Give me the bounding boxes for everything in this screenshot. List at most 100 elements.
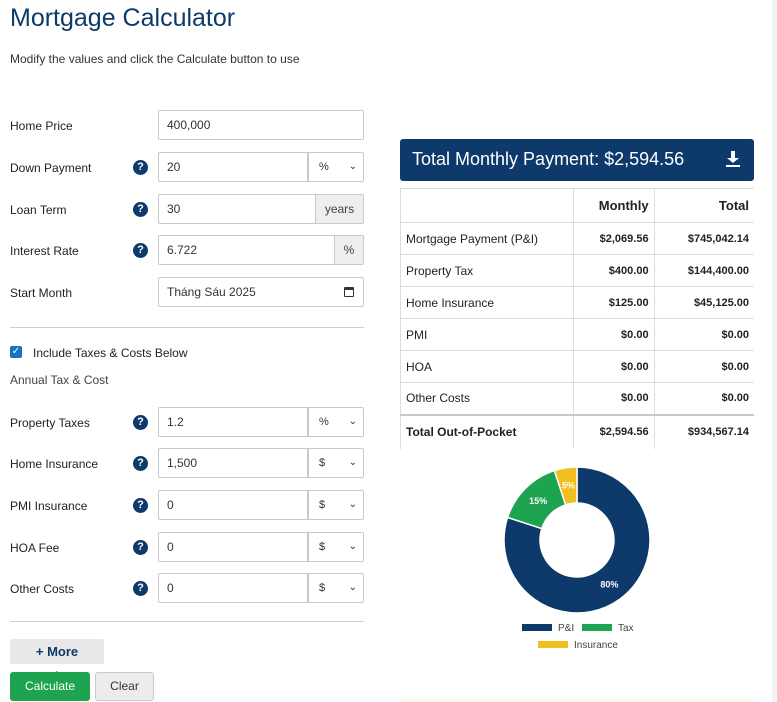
pmi-insurance-row: PMI Insurance ? 0 $ ⌄ xyxy=(10,490,364,522)
down-payment-unit-select[interactable]: % ⌄ xyxy=(308,152,364,182)
row-total: $0.00 xyxy=(654,350,754,383)
home-price-input[interactable]: 400,000 xyxy=(158,110,364,140)
help-icon[interactable]: ? xyxy=(133,202,148,217)
total-monthly-payment-text: Total Monthly Payment: $2,594.56 xyxy=(412,149,685,169)
chevron-down-icon: ⌄ xyxy=(348,416,357,427)
row-name: HOA xyxy=(400,350,574,383)
pmi-insurance-label: PMI Insurance xyxy=(10,499,88,513)
hoa-fee-unit-select[interactable]: $ ⌄ xyxy=(308,532,364,562)
row-name: Property Tax xyxy=(400,254,574,287)
property-taxes-row: Property Taxes ? 1.2 % ⌄ xyxy=(10,407,364,439)
interest-rate-input[interactable]: 6.722 xyxy=(158,235,335,265)
help-icon[interactable]: ? xyxy=(133,456,148,471)
hoa-fee-label: HOA Fee xyxy=(10,541,60,555)
table-header-row: Monthly Total xyxy=(400,188,754,223)
home-insurance-unit-value: $ xyxy=(319,457,326,469)
down-payment-row: Down Payment ? 20 % ⌄ xyxy=(10,152,364,184)
row-monthly: $0.00 xyxy=(573,318,655,351)
property-taxes-unit-select[interactable]: % ⌄ xyxy=(308,407,364,437)
chevron-down-icon: ⌄ xyxy=(348,499,357,510)
divider xyxy=(10,327,364,328)
other-costs-unit-value: $ xyxy=(319,582,326,594)
home-insurance-unit-select[interactable]: $ ⌄ xyxy=(308,448,364,478)
other-costs-label: Other Costs xyxy=(10,582,75,596)
hoa-fee-input[interactable]: 0 xyxy=(158,532,308,562)
down-payment-unit-value: % xyxy=(319,161,329,173)
results-footer-strip xyxy=(400,699,754,702)
help-icon[interactable]: ? xyxy=(133,540,148,555)
table-row: Other Costs $0.00 $0.00 xyxy=(400,382,754,415)
help-icon[interactable]: ? xyxy=(133,415,148,430)
table-header-total: Total xyxy=(654,188,754,223)
down-payment-label: Down Payment xyxy=(10,161,92,175)
loan-term-label: Loan Term xyxy=(10,203,67,217)
more-options-button[interactable]: + More Options xyxy=(10,639,104,684)
hoa-fee-row: HOA Fee ? 0 $ ⌄ xyxy=(10,532,364,564)
table-header-monthly: Monthly xyxy=(573,188,655,223)
row-monthly: $0.00 xyxy=(573,350,655,383)
legend-label: Tax xyxy=(618,623,634,634)
help-icon[interactable]: ? xyxy=(133,160,148,175)
chevron-down-icon: ⌄ xyxy=(348,161,357,172)
total-row-monthly: $2,594.56 xyxy=(573,413,655,449)
divider xyxy=(10,621,364,622)
page-title: Mortgage Calculator xyxy=(10,4,236,32)
legend-swatch xyxy=(582,624,612,631)
legend-swatch xyxy=(538,641,568,648)
legend-swatch xyxy=(522,624,552,631)
row-name: Home Insurance xyxy=(400,286,574,319)
other-costs-unit-select[interactable]: $ ⌄ xyxy=(308,573,364,603)
interest-rate-row: Interest Rate ? 6.722 % xyxy=(10,235,364,267)
total-row-total: $934,567.14 xyxy=(654,413,754,449)
start-month-value: Tháng Sáu 2025 xyxy=(167,285,256,299)
slice-label: 15% xyxy=(529,496,547,506)
table-row: Home Insurance $125.00 $45,125.00 xyxy=(400,286,754,319)
table-header-blank xyxy=(400,188,574,223)
row-name: Mortgage Payment (P&I) xyxy=(400,222,574,255)
home-price-row: Home Price 400,000 xyxy=(10,110,364,142)
other-costs-input[interactable]: 0 xyxy=(158,573,308,603)
page-subtitle: Modify the values and click the Calculat… xyxy=(10,52,300,66)
calendar-icon[interactable] xyxy=(344,287,354,297)
interest-rate-label: Interest Rate xyxy=(10,244,79,258)
help-icon[interactable]: ? xyxy=(133,243,148,258)
start-month-input[interactable]: Tháng Sáu 2025 xyxy=(158,277,364,307)
donut-slice-p-i xyxy=(503,466,651,614)
chevron-down-icon: ⌄ xyxy=(348,457,357,468)
pmi-insurance-input[interactable]: 0 xyxy=(158,490,308,520)
other-costs-row: Other Costs ? 0 $ ⌄ xyxy=(10,573,364,605)
home-insurance-input[interactable]: 1,500 xyxy=(158,448,308,478)
checkbox-checked-icon[interactable]: ✓ xyxy=(10,346,22,358)
help-icon[interactable]: ? xyxy=(133,581,148,596)
row-monthly: $125.00 xyxy=(573,286,655,319)
row-monthly: $0.00 xyxy=(573,382,655,415)
row-name: PMI xyxy=(400,318,574,351)
row-total: $45,125.00 xyxy=(654,286,754,319)
results-table: Monthly Total Mortgage Payment (P&I) $2,… xyxy=(400,188,754,449)
include-taxes-label[interactable]: Include Taxes & Costs Below xyxy=(33,346,188,360)
property-taxes-input[interactable]: 1.2 xyxy=(158,407,308,437)
slice-label: 80% xyxy=(600,579,618,589)
total-row-name: Total Out-of-Pocket xyxy=(400,413,574,449)
property-taxes-unit-value: % xyxy=(319,416,329,428)
pmi-insurance-unit-select[interactable]: $ ⌄ xyxy=(308,490,364,520)
slice-label: 5% xyxy=(562,481,575,491)
loan-term-row: Loan Term ? 30 years xyxy=(10,194,364,226)
clear-button[interactable]: Clear xyxy=(95,672,154,701)
start-month-label: Start Month xyxy=(10,286,73,300)
home-insurance-label: Home Insurance xyxy=(10,457,99,471)
down-payment-input[interactable]: 20 xyxy=(158,152,308,182)
loan-term-input[interactable]: 30 xyxy=(158,194,316,224)
calculate-button[interactable]: Calculate xyxy=(10,672,90,701)
pmi-insurance-unit-value: $ xyxy=(319,499,326,511)
interest-rate-addon: % xyxy=(335,235,364,265)
row-name: Other Costs xyxy=(400,382,574,415)
total-monthly-payment-banner: Total Monthly Payment: $2,594.56 xyxy=(400,139,754,181)
scrollbar[interactable] xyxy=(772,0,777,702)
table-row: PMI $0.00 $0.00 xyxy=(400,318,754,351)
start-month-row: Start Month Tháng Sáu 2025 xyxy=(10,277,364,309)
download-icon[interactable] xyxy=(726,151,740,167)
help-icon[interactable]: ? xyxy=(133,498,148,513)
row-monthly: $400.00 xyxy=(573,254,655,287)
annual-tax-cost-heading: Annual Tax & Cost xyxy=(10,373,109,387)
